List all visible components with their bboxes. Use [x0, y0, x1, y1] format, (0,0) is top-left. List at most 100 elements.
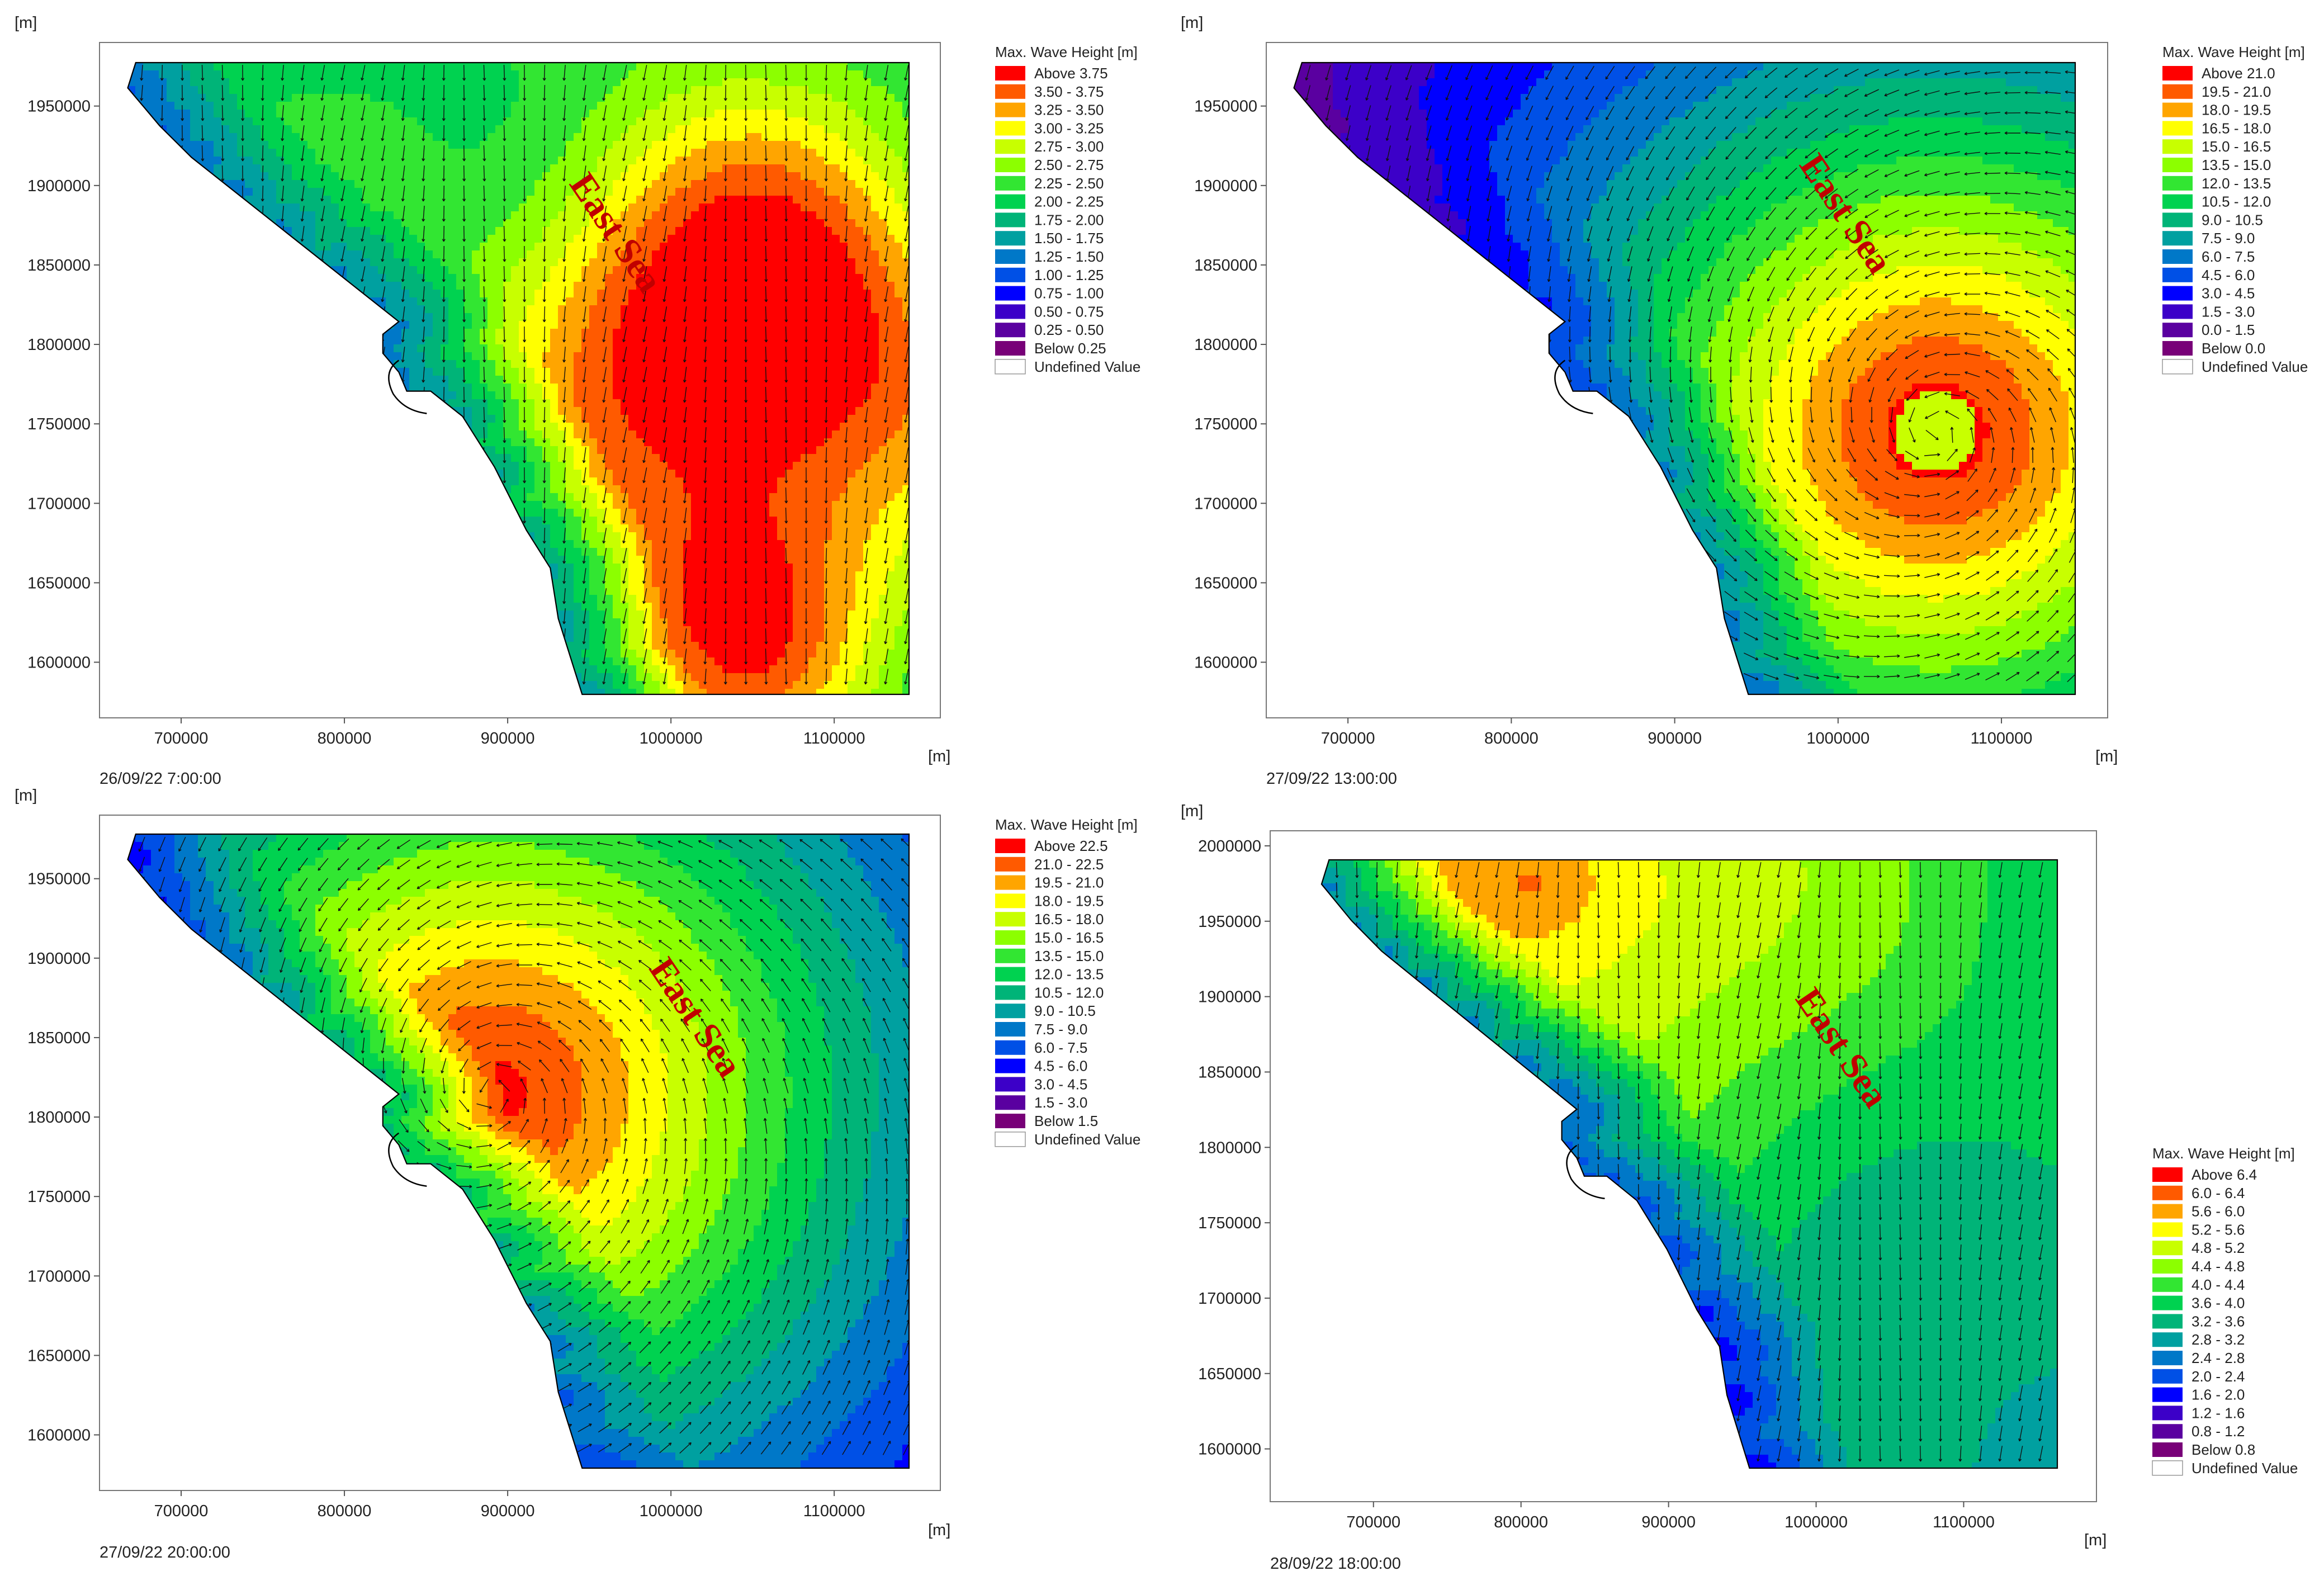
field-cell	[801, 407, 809, 415]
field-cell	[738, 376, 746, 384]
field-cell	[699, 235, 707, 243]
field-cell	[652, 376, 660, 384]
field-cell	[487, 290, 496, 298]
field-cell	[409, 329, 418, 337]
field-cell	[832, 78, 840, 87]
field-cell	[754, 266, 762, 275]
field-cell	[425, 329, 433, 337]
field-cell	[605, 102, 613, 110]
field-cell	[276, 204, 285, 212]
field-cell	[292, 180, 300, 188]
field-cell	[425, 196, 433, 204]
field-cell	[417, 149, 425, 157]
field-cell	[871, 149, 879, 157]
field-cell	[370, 235, 378, 243]
field-cell	[808, 305, 817, 314]
field-cell	[167, 70, 175, 79]
field-cell	[448, 243, 457, 251]
field-cell	[347, 243, 355, 251]
field-cell	[769, 274, 778, 282]
field-cell	[871, 125, 879, 134]
field-cell	[871, 344, 879, 353]
field-cell	[448, 250, 457, 259]
field-cell	[495, 391, 504, 400]
field-cell	[253, 110, 261, 118]
field-cell	[613, 399, 621, 408]
field-cell	[448, 110, 457, 118]
field-cell	[628, 384, 637, 392]
field-cell	[746, 211, 754, 220]
field-cell	[871, 415, 879, 423]
field-cell	[292, 164, 300, 173]
field-cell	[730, 423, 739, 431]
field-cell	[808, 266, 817, 275]
field-cell	[456, 376, 465, 384]
field-cell	[691, 399, 699, 408]
field-cell	[527, 227, 535, 235]
field-cell	[574, 368, 582, 376]
field-cell	[871, 360, 879, 368]
field-cell	[480, 172, 488, 181]
field-cell	[769, 384, 778, 392]
field-cell	[284, 70, 292, 79]
field-cell	[190, 110, 198, 118]
field-cell	[668, 243, 676, 251]
field-cell	[190, 63, 198, 71]
field-cell	[879, 423, 887, 431]
field-cell	[409, 70, 418, 79]
field-cell	[214, 125, 222, 134]
field-cell	[691, 63, 699, 71]
field-cell	[816, 86, 825, 94]
field-cell	[644, 110, 652, 118]
field-cell	[668, 399, 676, 408]
field-cell	[628, 430, 637, 439]
field-cell	[276, 102, 285, 110]
field-cell	[777, 180, 785, 188]
field-cell	[777, 360, 785, 368]
field-cell	[487, 360, 496, 368]
field-cell	[683, 157, 692, 165]
field-cell	[730, 70, 739, 79]
field-cell	[433, 337, 441, 345]
field-cell	[511, 290, 519, 298]
field-cell	[386, 110, 394, 118]
field-cell	[808, 321, 817, 329]
field-cell	[848, 407, 856, 415]
field-cell	[307, 102, 316, 110]
field-cell	[245, 94, 253, 102]
field-cell	[722, 149, 731, 157]
field-cell	[394, 204, 402, 212]
field-cell	[887, 313, 895, 321]
field-cell	[284, 180, 292, 188]
field-cell	[714, 250, 723, 259]
field-cell	[652, 321, 660, 329]
field-cell	[613, 321, 621, 329]
field-cell	[816, 250, 825, 259]
field-cell	[769, 149, 778, 157]
field-cell	[613, 70, 621, 79]
field-cell	[887, 180, 895, 188]
field-cell	[738, 321, 746, 329]
field-cell	[190, 78, 198, 87]
field-cell	[707, 227, 715, 235]
field-cell	[550, 211, 558, 220]
field-cell	[472, 313, 480, 321]
field-cell	[605, 149, 613, 157]
field-cell	[261, 157, 269, 165]
field-cell	[574, 313, 582, 321]
field-cell	[699, 125, 707, 134]
field-cell	[511, 211, 519, 220]
field-cell	[448, 391, 457, 400]
field-cell	[738, 211, 746, 220]
field-cell	[472, 368, 480, 376]
field-cell	[887, 415, 895, 423]
field-cell	[644, 438, 652, 447]
field-cell	[472, 227, 480, 235]
field-cell	[691, 258, 699, 267]
field-cell	[887, 337, 895, 345]
field-cell	[605, 117, 613, 126]
field-cell	[425, 204, 433, 212]
field-cell	[746, 415, 754, 423]
field-cell	[746, 172, 754, 181]
field-cell	[714, 337, 723, 345]
